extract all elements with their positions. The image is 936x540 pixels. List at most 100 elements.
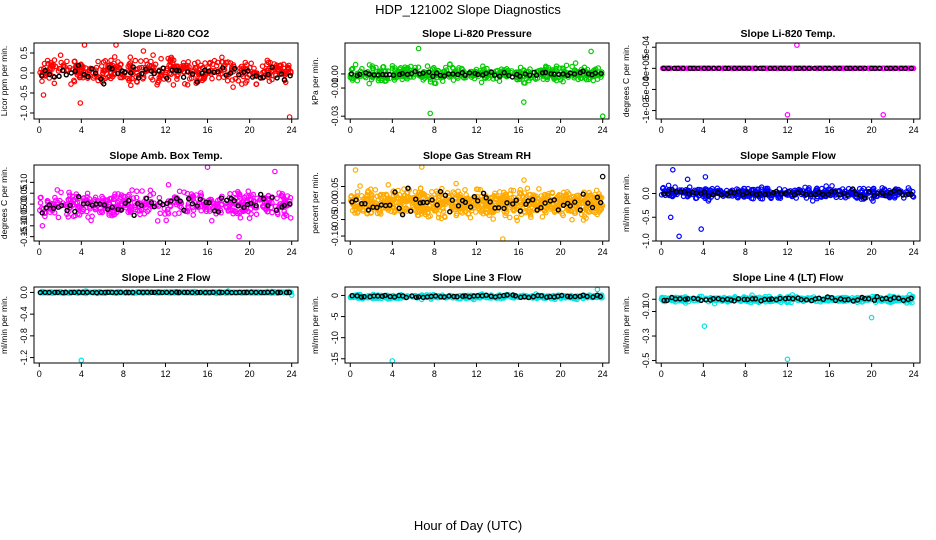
- data-point: [115, 191, 121, 197]
- outlier-point: [588, 48, 594, 55]
- data-point: [572, 60, 579, 66]
- data-point: [472, 70, 478, 77]
- data-point: [115, 70, 121, 77]
- data-point: [207, 206, 213, 212]
- data-point: [412, 208, 419, 214]
- outlier-point: [599, 173, 606, 180]
- data-point: [463, 192, 469, 198]
- data-point: [176, 188, 183, 195]
- data-point: [43, 205, 49, 211]
- x-tick-label: 24: [909, 247, 919, 257]
- data-point: [431, 80, 438, 86]
- data-point: [282, 211, 288, 218]
- data-point: [122, 200, 129, 207]
- x-tick-label: 20: [867, 247, 877, 257]
- data-point: [836, 65, 843, 72]
- data-point: [170, 82, 177, 88]
- data-point: [509, 74, 516, 80]
- data-point: [148, 74, 154, 81]
- data-point: [246, 215, 253, 222]
- x-tick-label: 24: [287, 125, 297, 135]
- data-point: [416, 208, 423, 215]
- data-point: [417, 200, 423, 206]
- data-point: [437, 188, 444, 195]
- data-point: [862, 65, 868, 72]
- y-axis-label: ml/min per min.: [621, 174, 631, 232]
- data-point: [488, 69, 494, 75]
- x-tick-label: 4: [79, 247, 84, 257]
- data-point: [522, 209, 528, 216]
- data-point: [259, 63, 266, 69]
- data-point: [857, 65, 863, 72]
- y-tick-label: 5e-04: [641, 36, 651, 59]
- data-point: [50, 205, 57, 212]
- data-point: [446, 74, 453, 80]
- panel-title: Slope Sample Flow: [740, 150, 837, 162]
- data-point: [269, 194, 275, 200]
- data-point: [75, 62, 82, 69]
- data-point: [224, 77, 231, 84]
- data-point: [570, 193, 577, 200]
- data-point: [510, 201, 516, 207]
- data-point: [348, 194, 354, 200]
- x-tick-label: 4: [701, 247, 706, 257]
- data-point: [582, 68, 589, 74]
- panel-title: Slope Li-820 CO2: [123, 28, 210, 40]
- x-tick-label: 0: [659, 125, 664, 135]
- data-point: [92, 206, 99, 213]
- data-point: [71, 197, 77, 204]
- data-point: [353, 197, 359, 203]
- data-point: [428, 189, 435, 195]
- y-axis-label: percent per min.: [310, 172, 320, 233]
- data-point: [109, 73, 116, 80]
- data-point: [421, 191, 428, 198]
- data-point: [510, 187, 517, 194]
- y-tick-label: 0.00: [19, 195, 29, 213]
- data-point: [168, 54, 175, 61]
- y-tick-label: -0.10: [19, 216, 29, 237]
- data-point: [449, 197, 455, 203]
- y-tick-label: -1e-03: [641, 98, 651, 124]
- data-point: [194, 79, 200, 85]
- data-point: [219, 54, 225, 61]
- outlier-point: [868, 314, 875, 321]
- data-point: [215, 68, 221, 75]
- x-tick-label: 24: [909, 125, 919, 135]
- data-point: [441, 73, 448, 79]
- outlier-point: [594, 286, 601, 293]
- data-point: [544, 76, 551, 83]
- data-point: [277, 63, 283, 69]
- data-point: [281, 76, 288, 83]
- data-point: [99, 193, 105, 200]
- data-point: [703, 297, 709, 303]
- data-point: [560, 78, 566, 85]
- data-point: [179, 66, 185, 73]
- y-axis-label: ml/min per min.: [310, 296, 320, 354]
- data-point: [130, 64, 136, 70]
- y-tick-label: 0.10: [19, 174, 29, 192]
- data-point: [586, 189, 593, 196]
- data-point: [598, 70, 604, 77]
- data-point: [71, 77, 77, 84]
- data-point: [73, 194, 80, 200]
- data-point: [365, 207, 372, 213]
- data-point: [85, 73, 91, 80]
- x-tick-label: 16: [825, 125, 835, 135]
- data-point: [60, 67, 66, 74]
- data-point: [236, 193, 243, 200]
- data-point: [70, 202, 76, 209]
- data-point: [405, 185, 411, 191]
- data-point: [375, 72, 381, 78]
- data-point: [391, 207, 398, 213]
- data-point: [435, 211, 442, 217]
- y-tick-label: 0.0: [19, 286, 29, 299]
- data-point: [112, 191, 118, 197]
- data-point: [220, 65, 226, 71]
- y-tick-label: -1.0: [641, 233, 651, 249]
- data-point: [530, 196, 536, 203]
- data-point: [231, 197, 237, 204]
- data-point: [513, 69, 520, 75]
- x-tick-label: 20: [556, 247, 566, 257]
- y-tick-label: -0.10: [330, 226, 340, 247]
- data-point: [287, 194, 294, 201]
